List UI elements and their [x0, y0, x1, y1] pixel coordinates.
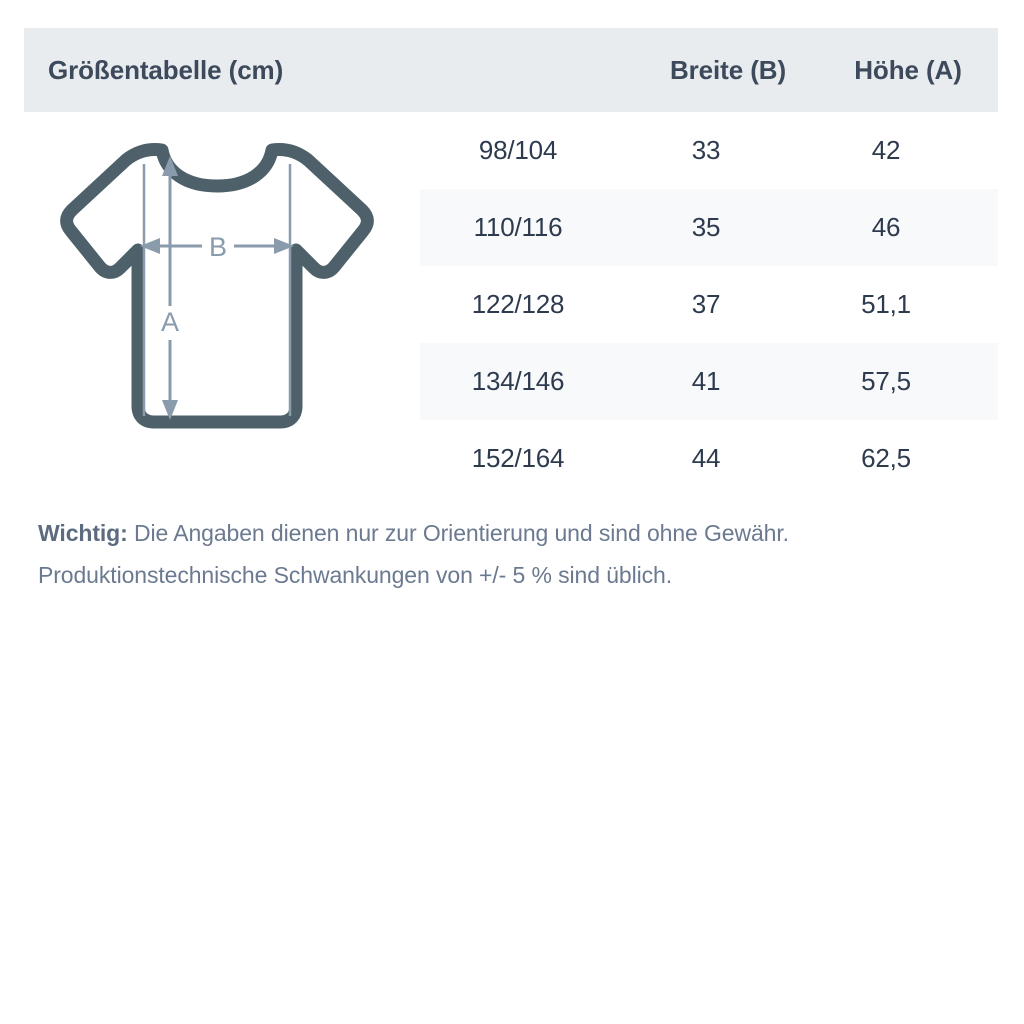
cell-width: 44 — [691, 443, 721, 473]
cell-size: 134/146 — [471, 366, 565, 396]
cell-height: 42 — [871, 135, 901, 165]
width-arrow-head-right — [274, 238, 294, 254]
cell-width: 41 — [691, 366, 721, 396]
width-label: B — [209, 232, 227, 262]
cell-height: 57,5 — [861, 366, 911, 396]
table-row: 152/164 44 62,5 — [420, 420, 998, 497]
table-row: 110/116 35 46 — [420, 189, 998, 266]
column-header-height: Höhe (A) — [854, 54, 962, 85]
cell-size: 110/116 — [473, 212, 563, 242]
disclaimer-lead: Wichtig: — [38, 520, 128, 546]
height-arrow-head-top — [162, 156, 178, 176]
column-header-width: Breite (B) — [669, 54, 786, 85]
size-chart: Größentabelle (cm) Breite (B) Höhe (A) — [24, 28, 998, 497]
height-label: A — [161, 307, 179, 337]
table-header-row: Größentabelle (cm) Breite (B) Höhe (A) — [24, 28, 998, 112]
width-label-backdrop — [202, 229, 234, 263]
table-row: 98/104 33 42 — [420, 112, 998, 189]
tshirt-outline — [60, 143, 374, 429]
cell-width: 37 — [691, 289, 721, 319]
table-row: 134/146 41 57,5 — [420, 343, 998, 420]
page-title: Größentabelle (cm) — [48, 54, 284, 85]
cell-width: 35 — [691, 212, 721, 242]
cell-size: 122/128 — [471, 289, 565, 319]
height-label-backdrop — [156, 306, 186, 340]
tshirt-diagram-cell: A B — [24, 112, 420, 497]
disclaimer-line-1: Wichtig: Die Angaben dienen nur zur Orie… — [38, 512, 998, 554]
cell-height: 51,1 — [861, 289, 911, 319]
width-arrow-head-left — [140, 238, 160, 254]
cell-size: 152/164 — [471, 443, 565, 473]
cell-height: 62,5 — [861, 443, 911, 473]
cell-size: 98/104 — [478, 135, 558, 165]
table-body: A B 98/104 33 42 110/11 — [24, 112, 998, 497]
disclaimer-note: Wichtig: Die Angaben dienen nur zur Orie… — [38, 512, 998, 596]
cell-width: 33 — [691, 135, 721, 165]
disclaimer-line-2: Produktionstechnische Schwankungen von +… — [38, 562, 673, 588]
tshirt-measurement-icon: A B — [60, 143, 374, 429]
disclaimer-line-1-text: Die Angaben dienen nur zur Orientierung … — [127, 520, 789, 546]
height-arrow-head-bottom — [162, 400, 178, 420]
measurement-rows: 98/104 33 42 110/116 35 46 122/128 37 51… — [420, 112, 998, 497]
table-row: 122/128 37 51,1 — [420, 266, 998, 343]
cell-height: 46 — [871, 212, 901, 242]
